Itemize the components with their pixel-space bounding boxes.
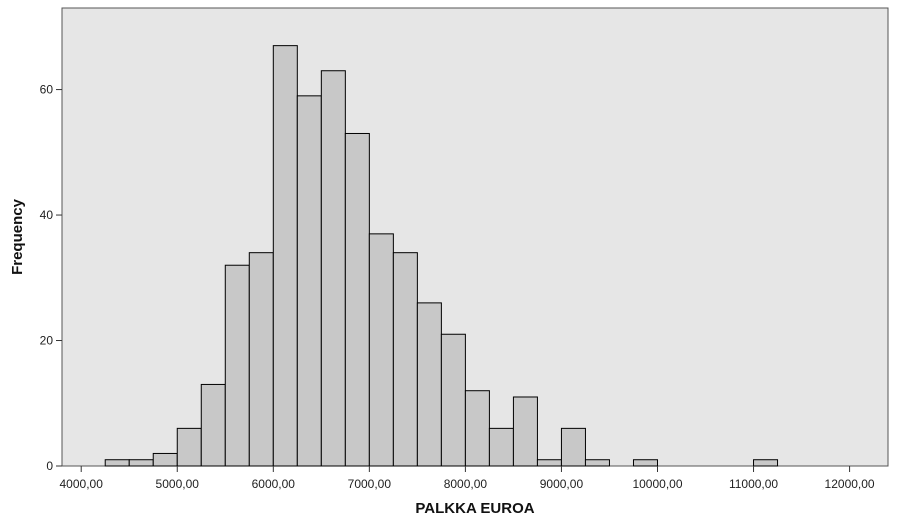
histogram-bar — [320, 70, 346, 467]
histogram-bar — [464, 390, 490, 467]
y-axis-title: Frequency — [9, 198, 26, 275]
histogram-bar — [536, 459, 562, 467]
histogram-bar — [272, 45, 298, 467]
y-tick-label: 20 — [40, 334, 54, 348]
histogram-bar — [344, 132, 370, 467]
y-axis: 0 20 40 60 — [40, 83, 62, 473]
plot-area — [61, 7, 889, 467]
x-tick-label: 4000,00 — [60, 477, 104, 491]
histogram-bar — [416, 302, 442, 467]
x-tick-label: 8000,00 — [444, 477, 488, 491]
histogram-bar — [224, 264, 250, 467]
x-tick-label: 10000,00 — [632, 477, 682, 491]
x-tick-label: 7000,00 — [348, 477, 392, 491]
histogram-bar — [368, 233, 394, 467]
histogram-bar — [176, 427, 202, 467]
x-axis: 4000,00 5000,00 6000,00 7000,00 8000,00 9000,… — [60, 466, 875, 491]
histogram-bar — [488, 427, 514, 467]
histogram-bar — [128, 459, 154, 467]
histogram-bar — [632, 459, 658, 467]
bars-group — [104, 45, 779, 467]
y-tick-label: 0 — [46, 459, 53, 473]
x-tick-label: 6000,00 — [252, 477, 296, 491]
histogram-bar — [248, 252, 274, 467]
x-tick-label: 11000,00 — [729, 477, 778, 491]
histogram-bar — [200, 383, 226, 467]
y-tick-label: 40 — [40, 208, 54, 222]
y-tick-label: 60 — [40, 83, 54, 97]
histogram-bar — [440, 333, 466, 467]
x-tick-label: 5000,00 — [156, 477, 200, 491]
histogram-bar — [296, 95, 322, 467]
histogram-bar — [392, 252, 418, 467]
histogram-bar — [512, 396, 538, 467]
x-axis-title: PALKKA EUROA — [415, 500, 534, 517]
x-tick-label: 9000,00 — [540, 477, 584, 491]
histogram-bar — [104, 459, 130, 467]
histogram-bar — [560, 427, 586, 467]
histogram-bar — [152, 452, 178, 467]
histogram-bar — [753, 459, 779, 467]
x-tick-label: 12000,00 — [825, 477, 875, 491]
histogram-bar — [584, 459, 610, 467]
